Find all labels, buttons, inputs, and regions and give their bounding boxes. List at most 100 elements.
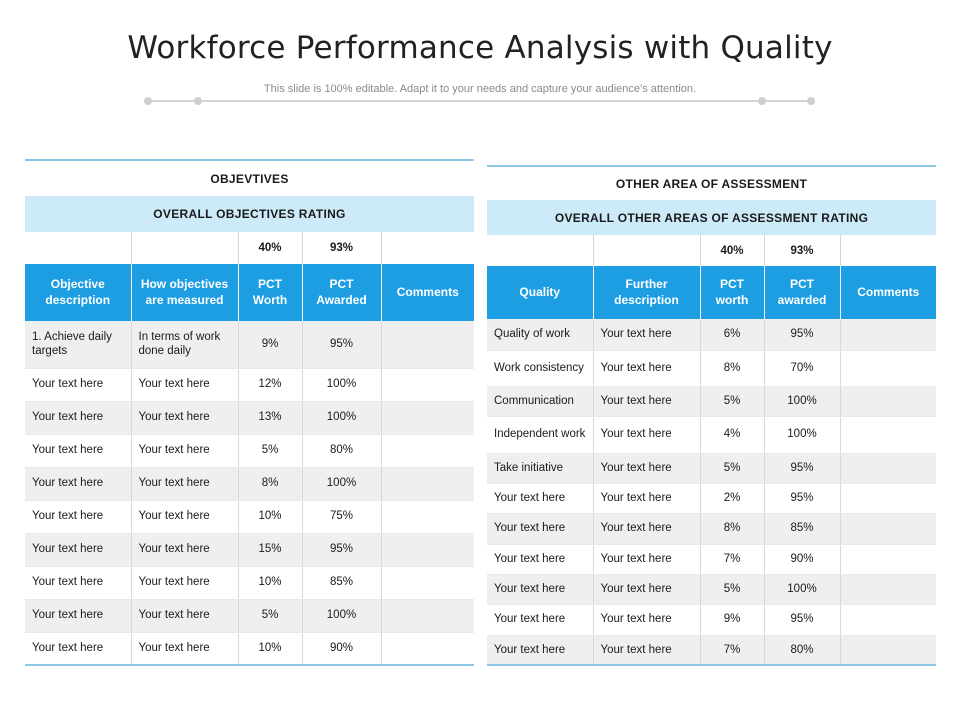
cell-measure: Your text here — [593, 483, 701, 514]
column-header: PCT worth — [700, 266, 765, 319]
cell-comments — [381, 401, 474, 435]
cell-pct-awarded: 100% — [302, 401, 382, 435]
divider-dot — [194, 97, 202, 105]
cell-measure: Your text here — [131, 434, 239, 468]
cell-pct-awarded: 95% — [302, 533, 382, 567]
overall-rating-band: OVERALL OBJECTIVES RATING — [25, 196, 474, 232]
cell-pct-awarded: 85% — [764, 513, 841, 545]
objectives-table: OBJEVTIVES OVERALL OBJECTIVES RATING 40%… — [25, 159, 474, 666]
cell-description: Work consistency — [487, 350, 594, 387]
cell-comments — [840, 513, 937, 545]
column-header: PCT Worth — [238, 264, 303, 321]
cell-pct-awarded: 80% — [302, 434, 382, 468]
cell-pct-worth: 7% — [700, 635, 765, 666]
cell-pct-worth: 9% — [238, 321, 303, 369]
cell-pct-awarded: 100% — [764, 574, 841, 605]
table-row: Your text here Your text here 8% 85% — [487, 513, 937, 545]
cell-pct-worth: 10% — [238, 500, 303, 534]
table-row: 1. Achieve daily targets In terms of work… — [25, 321, 474, 369]
section-title: OBJEVTIVES — [25, 160, 474, 196]
cell-pct-worth: 12% — [238, 368, 303, 402]
cell-measure: Your text here — [593, 453, 701, 484]
cell-comments — [840, 544, 937, 575]
column-header: Comments — [840, 266, 937, 319]
cell-pct-worth: 9% — [700, 604, 765, 636]
column-header: How objectives are measured — [131, 264, 239, 321]
cell-pct-worth: 5% — [700, 574, 765, 605]
table-row: Your text here Your text here 5% 80% — [25, 434, 474, 468]
cell-comments — [381, 533, 474, 567]
cell-description: Your text here — [25, 500, 132, 534]
blank-cell — [487, 235, 594, 266]
cell-pct-worth: 6% — [700, 319, 765, 351]
cell-pct-worth: 10% — [238, 566, 303, 600]
cell-description: Your text here — [487, 604, 594, 636]
cell-pct-worth: 13% — [238, 401, 303, 435]
cell-pct-awarded: 95% — [764, 453, 841, 484]
cell-measure: Your text here — [593, 544, 701, 575]
cell-measure: Your text here — [593, 416, 701, 454]
cell-comments — [840, 350, 937, 387]
column-header: Comments — [381, 264, 474, 321]
table-row: Your text here Your text here 15% 95% — [25, 533, 474, 567]
cell-measure: Your text here — [593, 350, 701, 387]
blank-cell — [25, 232, 132, 264]
table-row: Take initiative Your text here 5% 95% — [487, 453, 937, 484]
divider-dot — [758, 97, 766, 105]
cell-measure: Your text here — [131, 500, 239, 534]
cell-pct-worth: 5% — [700, 386, 765, 417]
cell-comments — [840, 604, 937, 636]
decorative-divider — [148, 100, 812, 102]
cell-description: Your text here — [487, 483, 594, 514]
cell-comments — [381, 321, 474, 369]
assessment-table: OTHER AREA OF ASSESSMENT OVERALL OTHER A… — [487, 165, 937, 666]
table-row: Your text here Your text here 10% 90% — [25, 632, 474, 666]
cell-pct-worth: 10% — [238, 632, 303, 666]
cell-comments — [840, 483, 937, 514]
table-row: Your text here Your text here 9% 95% — [487, 604, 937, 636]
cell-comments — [381, 632, 474, 666]
cell-measure: Your text here — [131, 467, 239, 501]
cell-pct-awarded: 100% — [764, 386, 841, 417]
cell-description: Your text here — [25, 566, 132, 600]
table-row: Your text here Your text here 7% 90% — [487, 544, 937, 575]
cell-pct-awarded: 95% — [764, 483, 841, 514]
cell-description: Your text here — [25, 368, 132, 402]
cell-pct-awarded: 75% — [302, 500, 382, 534]
cell-comments — [381, 368, 474, 402]
cell-description: Your text here — [25, 467, 132, 501]
cell-pct-awarded: 100% — [302, 467, 382, 501]
cell-comments — [381, 467, 474, 501]
blank-cell — [840, 235, 936, 266]
blank-cell — [593, 235, 701, 266]
table-row: Your text here Your text here 10% 85% — [25, 566, 474, 600]
cell-pct-worth: 7% — [700, 544, 765, 575]
cell-pct-awarded: 90% — [764, 544, 841, 575]
table-row: Your text here Your text here 8% 100% — [25, 467, 474, 501]
cell-measure: Your text here — [593, 604, 701, 636]
cell-pct-awarded: 80% — [764, 635, 841, 666]
cell-pct-awarded: 95% — [764, 604, 841, 636]
blank-cell — [131, 232, 239, 264]
cell-description: Your text here — [487, 574, 594, 605]
table-row: Your text here Your text here 12% 100% — [25, 368, 474, 402]
cell-comments — [840, 319, 937, 351]
cell-measure: Your text here — [593, 574, 701, 605]
cell-pct-awarded: 95% — [764, 319, 841, 351]
cell-pct-awarded: 100% — [302, 368, 382, 402]
cell-measure: Your text here — [131, 368, 239, 402]
cell-description: Your text here — [25, 401, 132, 435]
table-row: Your text here Your text here 13% 100% — [25, 401, 474, 435]
cell-description: Quality of work — [487, 319, 594, 351]
blank-cell — [381, 232, 474, 264]
cell-description: Communication — [487, 386, 594, 417]
column-header: PCT Awarded — [302, 264, 382, 321]
cell-description: Your text here — [25, 434, 132, 468]
cell-pct-awarded: 95% — [302, 321, 382, 369]
cell-pct-worth: 5% — [700, 453, 765, 484]
pct-awarded-total: 93% — [302, 232, 382, 264]
cell-pct-worth: 15% — [238, 533, 303, 567]
cell-comments — [840, 416, 937, 454]
cell-measure: Your text here — [593, 386, 701, 417]
column-header: Quality — [487, 266, 594, 319]
